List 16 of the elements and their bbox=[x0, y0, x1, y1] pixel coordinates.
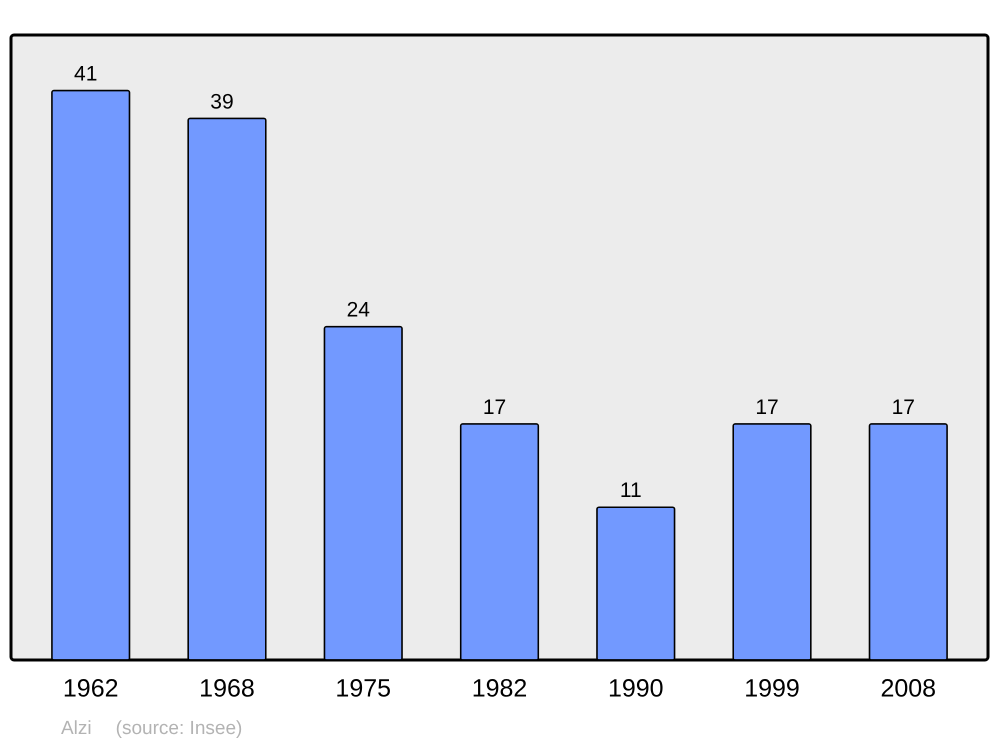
x-tick-label: 1975 bbox=[335, 674, 392, 702]
x-tick-label: 1990 bbox=[608, 674, 664, 702]
text: Alzi bbox=[61, 718, 92, 739]
x-tick-label: 1982 bbox=[472, 674, 528, 702]
data-label: 24 bbox=[346, 298, 370, 322]
x-tick-label: 1962 bbox=[62, 674, 119, 702]
data-label: 17 bbox=[482, 396, 506, 419]
data-label: 41 bbox=[74, 62, 98, 86]
x-tick-label: 1999 bbox=[744, 674, 800, 702]
data-label: 39 bbox=[210, 90, 234, 114]
x-tick-label: 1968 bbox=[199, 674, 255, 702]
data-label: 11 bbox=[620, 479, 642, 502]
data-label: 17 bbox=[892, 396, 915, 419]
text: (source: Insee) bbox=[116, 718, 242, 739]
x-tick-label: 2008 bbox=[880, 674, 936, 702]
data-label: 17 bbox=[755, 396, 779, 419]
